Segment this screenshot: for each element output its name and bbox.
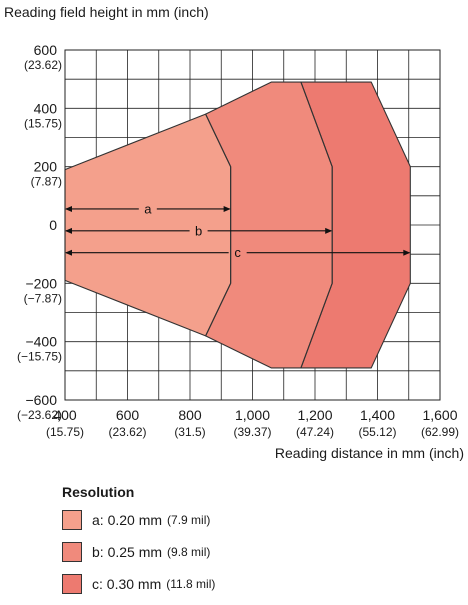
- x-tick-sublabel: (62.99): [421, 425, 459, 439]
- plot-border: [64, 49, 441, 401]
- x-tick-label: 1,000: [235, 407, 270, 423]
- distance-arrows: a b c: [65, 201, 411, 260]
- y-tick-sublabel: (−7.87): [24, 291, 62, 305]
- legend-title: Resolution: [62, 484, 135, 500]
- legend-item-c: c: 0.30 mm (11.8 mil): [62, 573, 322, 595]
- arrow-label-c: c: [234, 245, 241, 260]
- legend-swatch-a: [62, 510, 82, 530]
- arrow-head-right-b: [325, 227, 333, 234]
- legend-label-c: c: 0.30 mm: [92, 576, 162, 592]
- x-tick-label: 1,400: [360, 407, 395, 423]
- arrow-head-left-a: [65, 205, 72, 212]
- arrow-label-a: a: [144, 201, 152, 216]
- x-tick-sublabel: (31.5): [174, 425, 205, 439]
- legend-swatch-c: [62, 574, 82, 594]
- arrow-head-right-c: [403, 249, 411, 256]
- y-tick-label: 0: [49, 217, 57, 233]
- y-tick-sublabel: (23.62): [24, 58, 62, 72]
- y-tick-sublabel: (15.75): [24, 116, 62, 130]
- legend-label-b: b: 0.25 mm: [92, 544, 163, 560]
- x-tick-label: 1,200: [297, 407, 332, 423]
- region-c: [300, 82, 411, 368]
- legend-swatch-b: [62, 542, 82, 562]
- legend-sub-b: (9.8 mil): [167, 545, 211, 559]
- x-axis-title: Reading distance in mm (inch): [275, 445, 464, 461]
- x-tick-sublabel: (39.37): [233, 425, 271, 439]
- arrow-label-b: b: [195, 223, 202, 238]
- region-edge-c: [300, 81, 411, 369]
- arrow-head-left-c: [65, 249, 72, 256]
- x-tick-label: 600: [116, 407, 140, 423]
- legend-sub-c: (11.8 mil): [166, 577, 216, 591]
- y-tick-label: 200: [34, 159, 58, 175]
- y-axis-ticks: 600(23.62) 400(15.75) 200(7.87) 0 −200(−7.87…: [17, 42, 62, 422]
- y-tick-sublabel: (−15.75): [17, 350, 62, 364]
- x-axis-ticks: 400 (15.75) 600 (23.62) 800 (31.5) 1,000 (39.37…: [46, 407, 459, 439]
- legend-item-b: b: 0.25 mm (9.8 mil): [62, 541, 322, 563]
- arrow-head-left-b: [65, 227, 72, 234]
- y-tick-sublabel: (7.87): [31, 175, 62, 189]
- y-tick-label: −600: [25, 392, 57, 408]
- x-tick-sublabel: (23.62): [108, 425, 146, 439]
- x-tick-sublabel: (55.12): [358, 425, 396, 439]
- legend: Resolution a: 0.20 mm (7.9 mil) b: 0.25 …: [62, 484, 322, 605]
- y-tick-label: 400: [34, 100, 58, 116]
- regions: [65, 82, 411, 368]
- y-axis-title: Reading field height in mm (inch): [4, 4, 209, 20]
- x-tick-sublabel: (15.75): [46, 425, 84, 439]
- x-tick-label: 400: [53, 407, 77, 423]
- y-tick-label: −400: [25, 334, 57, 350]
- reading-field-chart: Reading field height in mm (inch) a b c 40…: [4, 4, 464, 461]
- plot-frame: [64, 49, 441, 401]
- x-tick-sublabel: (47.24): [296, 425, 334, 439]
- y-tick-label: 600: [34, 42, 58, 58]
- region-b: [205, 82, 333, 368]
- legend-sub-a: (7.9 mil): [167, 513, 211, 527]
- arrow-head-right-a: [223, 205, 231, 212]
- region-a: [65, 114, 231, 336]
- y-tick-sublabel: (−23.62): [17, 408, 62, 422]
- legend-item-a: a: 0.20 mm (7.9 mil): [62, 509, 322, 531]
- legend-label-a: a: 0.20 mm: [92, 512, 163, 528]
- y-tick-label: −200: [25, 275, 57, 291]
- x-tick-label: 1,600: [422, 407, 457, 423]
- x-tick-label: 800: [178, 407, 202, 423]
